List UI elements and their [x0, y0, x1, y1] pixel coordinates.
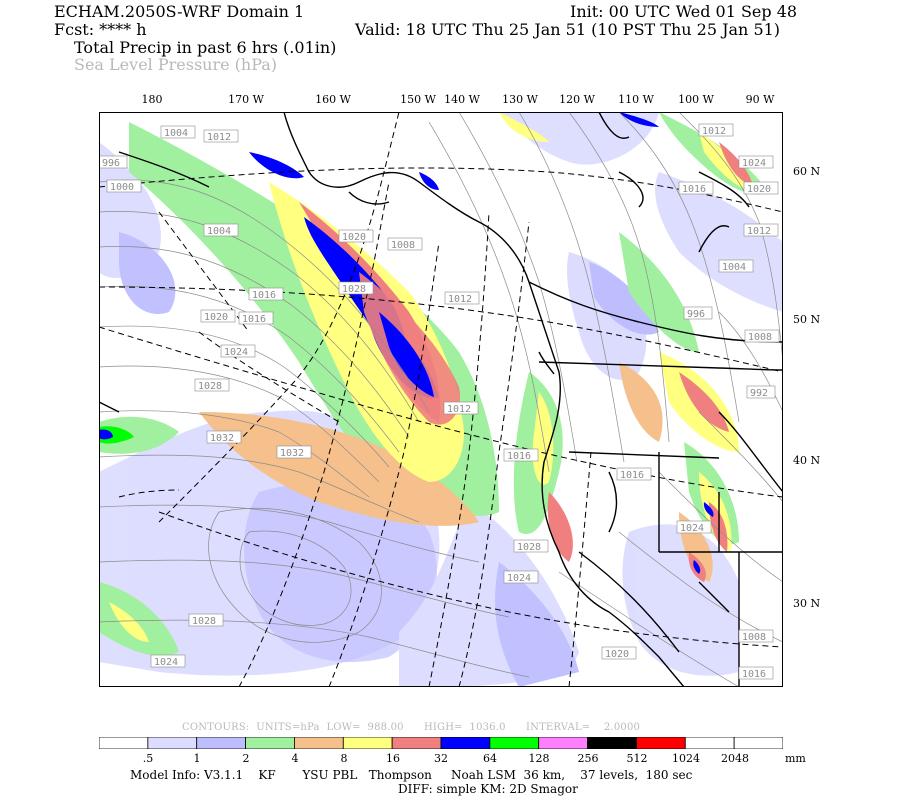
- lon-label: 90 W: [745, 93, 775, 106]
- pressure-label: 1028: [192, 616, 216, 627]
- pressure-label: 1016: [620, 470, 644, 481]
- pressure-label: 1012: [448, 294, 472, 305]
- contour-info: CONTOURS: UNITS=hPa LOW= 988.00 HIGH= 10…: [182, 722, 641, 733]
- lon-label: 150 W: [400, 93, 436, 106]
- pressure-label: 1004: [207, 226, 231, 237]
- colorbar-label: 8: [340, 752, 348, 765]
- colorbar-swatch: [636, 737, 686, 749]
- lon-label: 170 W: [228, 93, 264, 106]
- pressure-label: 1020: [605, 649, 629, 660]
- colorbar-label: 64: [483, 752, 497, 765]
- lon-label: 140 W: [444, 93, 480, 106]
- lat-label: 60 N: [793, 165, 821, 178]
- pressure-label: 1028: [198, 381, 222, 392]
- pressure-label: 1016: [507, 451, 531, 462]
- lon-label: 130 W: [502, 93, 538, 106]
- pressure-label: 1024: [507, 573, 531, 584]
- pressure-label: 1028: [342, 284, 366, 295]
- colorbar-label: 32: [434, 752, 448, 765]
- colorbar-swatch: [489, 737, 540, 749]
- colorbar-swatch: [245, 737, 295, 749]
- pressure-label: 1028: [517, 542, 541, 553]
- precip-map: 1004 1012 1000 996 1004 1008 1012 1020 1…: [99, 112, 783, 687]
- colorbar-swatch: [147, 737, 198, 749]
- colorbar-swatch: [294, 737, 344, 749]
- model-title: ECHAM.2050S-WRF Domain 1: [54, 2, 305, 21]
- pressure-label: 1012: [702, 126, 726, 137]
- map-frame: [99, 112, 783, 687]
- lat-label: 40 N: [793, 454, 821, 467]
- colorbar-swatch: [196, 737, 246, 749]
- colorbar-swatch: [538, 737, 588, 749]
- pressure-label: 996: [102, 158, 120, 169]
- pressure-label: 1024: [224, 347, 248, 358]
- colorbar-label: .5: [142, 752, 154, 765]
- pressure-label: 1020: [342, 232, 366, 243]
- pressure-label: 1008: [742, 632, 766, 643]
- pressure-label: 1032: [280, 448, 304, 459]
- lon-label: 110 W: [618, 93, 654, 106]
- colorbar-label: 4: [291, 752, 299, 765]
- colorbar-swatch: [733, 737, 783, 749]
- colorbar-swatch: [587, 737, 637, 749]
- colorbar-label: 128: [528, 752, 550, 765]
- pressure-label: 1008: [748, 332, 772, 343]
- colorbar-unit: mm: [785, 752, 806, 765]
- colorbar-swatch: [440, 737, 491, 749]
- model-info: Model Info: V3.1.1 KF YSU PBL Thompson N…: [130, 768, 693, 782]
- lon-label: 160 W: [315, 93, 351, 106]
- colorbar-label: 512: [626, 752, 648, 765]
- pressure-label: 1012: [447, 404, 471, 415]
- forecast-hour: Fcst: **** h: [54, 20, 147, 39]
- pressure-label: 1020: [204, 312, 228, 323]
- pressure-label: 1024: [742, 158, 766, 169]
- lon-label: 120 W: [559, 93, 595, 106]
- lat-label: 50 N: [793, 313, 821, 326]
- pressure-label: 1004: [722, 262, 746, 273]
- precip-light-fields: [99, 112, 783, 687]
- pressure-label: 1024: [680, 523, 704, 534]
- init-time: Init: 00 UTC Wed 01 Sep 48: [570, 2, 798, 21]
- pressure-label: 1012: [207, 132, 231, 143]
- pressure-label: 1016: [682, 184, 706, 195]
- coastlines: [99, 112, 783, 687]
- pressure-label: 996: [687, 309, 705, 320]
- precip-colorbar: [99, 737, 783, 749]
- lon-label: 180: [141, 93, 163, 106]
- pressure-label: 1032: [210, 433, 234, 444]
- inland-precip: [99, 112, 769, 656]
- pressure-label: 1020: [747, 184, 771, 195]
- field-title: Total Precip in past 6 hrs (.01in): [74, 38, 337, 57]
- pressure-label: 1016: [252, 290, 276, 301]
- overlay-title: Sea Level Pressure (hPa): [74, 55, 278, 74]
- colorbar-swatch: [391, 737, 442, 749]
- valid-time: Valid: 18 UTC Thu 25 Jan 51 (10 PST Thu …: [355, 20, 781, 39]
- pressure-label: 1004: [164, 128, 188, 139]
- pressure-label: 1012: [747, 226, 771, 237]
- colorbar-label: 1024: [672, 752, 700, 765]
- pressure-label: 1024: [154, 657, 178, 668]
- colorbar-label: 16: [386, 752, 400, 765]
- colorbar-label: 256: [577, 752, 599, 765]
- lon-label: 100 W: [678, 93, 714, 106]
- pressure-label: 1016: [242, 314, 266, 325]
- colorbar-swatch: [684, 737, 735, 749]
- colorbar-swatch: [99, 737, 149, 749]
- colorbar-label: 1: [193, 752, 201, 765]
- pressure-labels: 1004 1012 1000 996 1004 1008 1012 1020 1…: [99, 123, 780, 680]
- pressure-label: 1016: [742, 669, 766, 680]
- lat-label: 30 N: [793, 597, 821, 610]
- pressure-label: 1000: [110, 182, 134, 193]
- colorbar-label: 2048: [721, 752, 749, 765]
- pressure-label: 992: [750, 388, 768, 399]
- diff-info: DIFF: simple KM: 2D Smagor: [398, 782, 578, 796]
- colorbar-swatch: [342, 737, 393, 749]
- colorbar-label: 2: [242, 752, 250, 765]
- pressure-label: 1008: [391, 240, 415, 251]
